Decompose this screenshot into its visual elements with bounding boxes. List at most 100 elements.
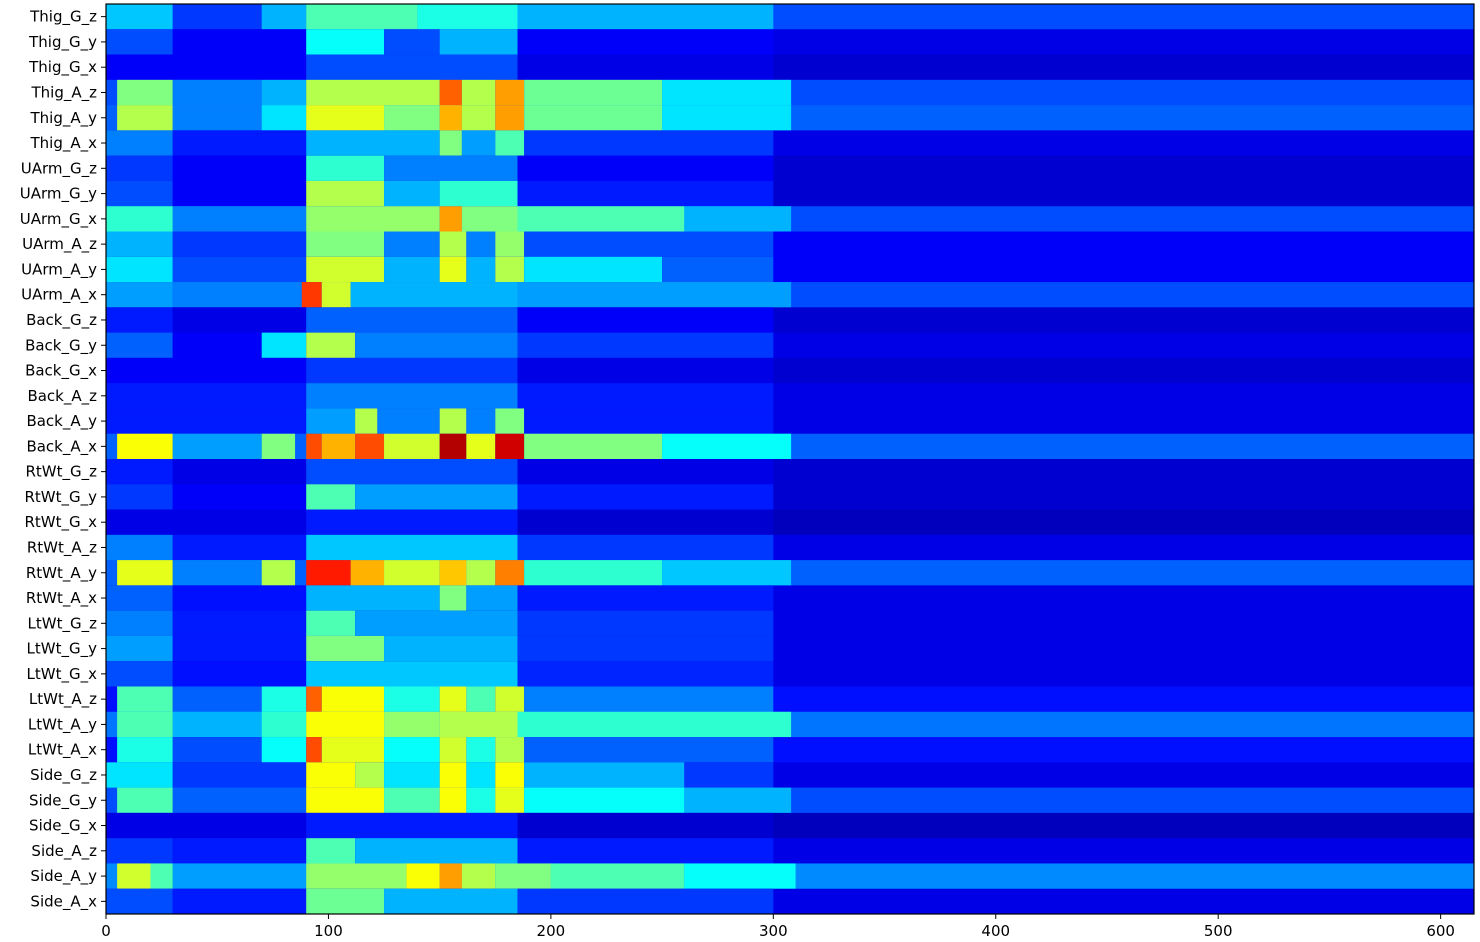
heatmap-cell-LtWt_A_z-4 — [321, 686, 385, 713]
heatmap-cell-RtWt_A_y-8 — [495, 560, 525, 586]
heatmap-cell-LtWt_A_x-0 — [117, 737, 173, 763]
heatmap-cell-Side_G_z-0 — [106, 762, 173, 789]
heatmap-cell-UArm_G_x-0 — [106, 206, 173, 232]
heatmap-cell-Thig_A_z-2 — [261, 79, 307, 106]
y-tick-label: Side_A_z — [31, 842, 97, 861]
heatmap-cell-LtWt_G_z-0 — [106, 610, 173, 637]
heatmap-cell-LtWt_A_x-2 — [261, 737, 307, 763]
heatmap-cell-RtWt_A_x-5 — [517, 585, 774, 612]
heatmap-cell-Back_G_z-3 — [517, 307, 774, 334]
y-tick-label: LtWt_G_y — [27, 640, 98, 659]
heatmap-cell-RtWt_A_x-1 — [172, 585, 307, 612]
heatmap-cell-Back_A_y-3 — [377, 408, 440, 435]
heatmap-cell-RtWt_A_z-2 — [306, 534, 518, 561]
heatmap-cell-Thig_A_y-6 — [461, 105, 496, 131]
heatmap-cell-Side_G_y-7 — [524, 787, 685, 814]
heatmap-cell-Back_A_x-2 — [261, 433, 296, 460]
heatmap-cell-LtWt_G_x-3 — [517, 661, 774, 687]
heatmap-cell-Thig_A_y-7 — [495, 105, 525, 131]
heatmap-cell-Thig_A_z-1 — [172, 79, 262, 106]
heatmap-cell-UArm_G_y-2 — [306, 180, 385, 207]
heatmap-cell-RtWt_G_y-3 — [355, 484, 518, 511]
heatmap-cell-UArm_G_x-2 — [306, 206, 440, 232]
heatmap-cell-UArm_G_y-1 — [172, 180, 307, 207]
heatmap-cell-Side_A_z-4 — [517, 838, 774, 864]
heatmap-cell-LtWt_A_y-1 — [172, 711, 262, 738]
heatmap-cell-RtWt_A_y-10 — [662, 560, 792, 586]
y-tick-label: RtWt_A_x — [26, 589, 97, 608]
heatmap-cell-Side_G_y-2 — [306, 787, 385, 814]
heatmap-cell-Back_A_z-1 — [306, 383, 518, 409]
heatmap-cell-LtWt_G_z-2 — [306, 610, 356, 637]
heatmap-cell-LtWt_A_y-3 — [306, 711, 385, 738]
heatmap-cell-Back_G_y-5 — [517, 332, 774, 359]
y-tick-label: Back_A_z — [27, 387, 97, 406]
heatmap-cell-Side_G_z-7 — [495, 762, 525, 789]
heatmap-cell-Thig_G_z-5 — [517, 4, 774, 30]
heatmap-cell-LtWt_A_z-6 — [439, 686, 467, 713]
x-tick-label: 600 — [1426, 922, 1455, 940]
heatmap-cell-RtWt_A_y-2 — [261, 560, 296, 586]
y-tick-label: Side_G_z — [30, 766, 97, 785]
heatmap-cell-Side_A_y-4 — [406, 863, 440, 890]
y-tick-label: RtWt_A_z — [27, 538, 97, 557]
x-axis: 0 100 200 300 400 500 600 — [101, 914, 1455, 940]
heatmap-cell-Thig_A_y-5 — [439, 105, 462, 131]
y-tick-label: UArm_G_y — [20, 185, 97, 204]
heatmap-cell-Back_A_x-7 — [439, 433, 467, 460]
heatmap-cell-Thig_G_y-3 — [384, 29, 440, 56]
heatmap-cell-Back_G_y-3 — [306, 332, 356, 359]
heatmap-cell-UArm_G_y-3 — [384, 180, 440, 207]
y-tick-label: Thig_A_y — [30, 109, 98, 128]
heatmap-cell-LtWt_G_y-3 — [384, 635, 518, 662]
heatmap-cell-Back_G_y-4 — [355, 332, 518, 359]
heatmap-cell-Back_A_x-6 — [384, 433, 440, 460]
heatmap-cell-UArm_A_z-3 — [384, 231, 440, 258]
heatmap-cell-Back_G_y-2 — [261, 332, 307, 359]
heatmap-cell-Thig_A_x-4 — [461, 130, 496, 157]
heatmap-cell-RtWt_A_y-3 — [306, 560, 351, 586]
y-tick-label: RtWt_G_y — [24, 488, 97, 507]
heatmap-cell-Thig_A_x-5 — [495, 130, 525, 157]
y-tick-label: Back_G_z — [26, 311, 97, 330]
y-tick-label: UArm_A_z — [22, 235, 97, 254]
y-tick-label: LtWt_G_z — [28, 614, 98, 633]
heatmap-cell-Thig_A_y-0 — [117, 105, 173, 131]
y-tick-label: Thig_A_x — [30, 134, 98, 153]
heatmap-cell-Thig_A_z-6 — [495, 79, 525, 106]
heatmap-cell-LtWt_A_x-1 — [172, 737, 262, 763]
y-tick-label: RtWt_G_z — [25, 463, 97, 482]
heatmap-cell-UArm_A_y-3 — [384, 256, 440, 283]
heatmap-cell-UArm_A_z-7 — [524, 231, 774, 258]
heatmap-cell-Thig_G_y-5 — [517, 29, 774, 56]
heatmap-cell-UArm_A_x-2 — [301, 282, 322, 308]
heatmap-cell-UArm_G_z-2 — [306, 155, 385, 182]
heatmap-cell-Back_A_z-2 — [517, 383, 774, 409]
heatmap-cell-Thig_A_y-4 — [384, 105, 440, 131]
heatmap-cell-Back_A_x-4 — [321, 433, 356, 460]
heatmap-cells — [106, 4, 1474, 915]
heatmap-cell-RtWt_G_z-1 — [172, 459, 307, 485]
y-tick-label: RtWt_A_y — [26, 564, 97, 583]
heatmap-cell-RtWt_A_y-0 — [117, 560, 173, 586]
heatmap-cell-LtWt_A_x-7 — [466, 737, 496, 763]
heatmap-cell-Side_A_z-1 — [172, 838, 307, 864]
heatmap-cell-Side_G_y-6 — [495, 787, 525, 814]
heatmap-cell-Back_G_y-0 — [106, 332, 173, 359]
heatmap-cell-LtWt_A_z-1 — [172, 686, 262, 713]
heatmap-cell-Thig_A_z-8 — [662, 79, 792, 106]
y-tick-label: LtWt_G_x — [27, 665, 98, 684]
x-tick-label: 100 — [314, 922, 343, 940]
heatmap-cell-LtWt_A_z-7 — [466, 686, 496, 713]
heatmap-cell-Back_G_z-1 — [172, 307, 307, 334]
heatmap-cell-RtWt_A_x-3 — [439, 585, 467, 612]
heatmap-cell-LtWt_A_x-4 — [321, 737, 385, 763]
heatmap-cell-Thig_A_x-3 — [439, 130, 462, 157]
heatmap-cell-UArm_A_x-0 — [106, 282, 173, 308]
heatmap-cell-Side_A_y-0 — [117, 863, 151, 890]
y-tick-label: Thig_A_z — [31, 83, 98, 102]
heatmap-cell-UArm_G_x-6 — [684, 206, 792, 232]
heatmap-cell-Back_A_x-11 — [662, 433, 792, 460]
heatmap-cell-RtWt_A_z-0 — [106, 534, 173, 561]
heatmap-cell-Side_G_y-0 — [117, 787, 173, 814]
